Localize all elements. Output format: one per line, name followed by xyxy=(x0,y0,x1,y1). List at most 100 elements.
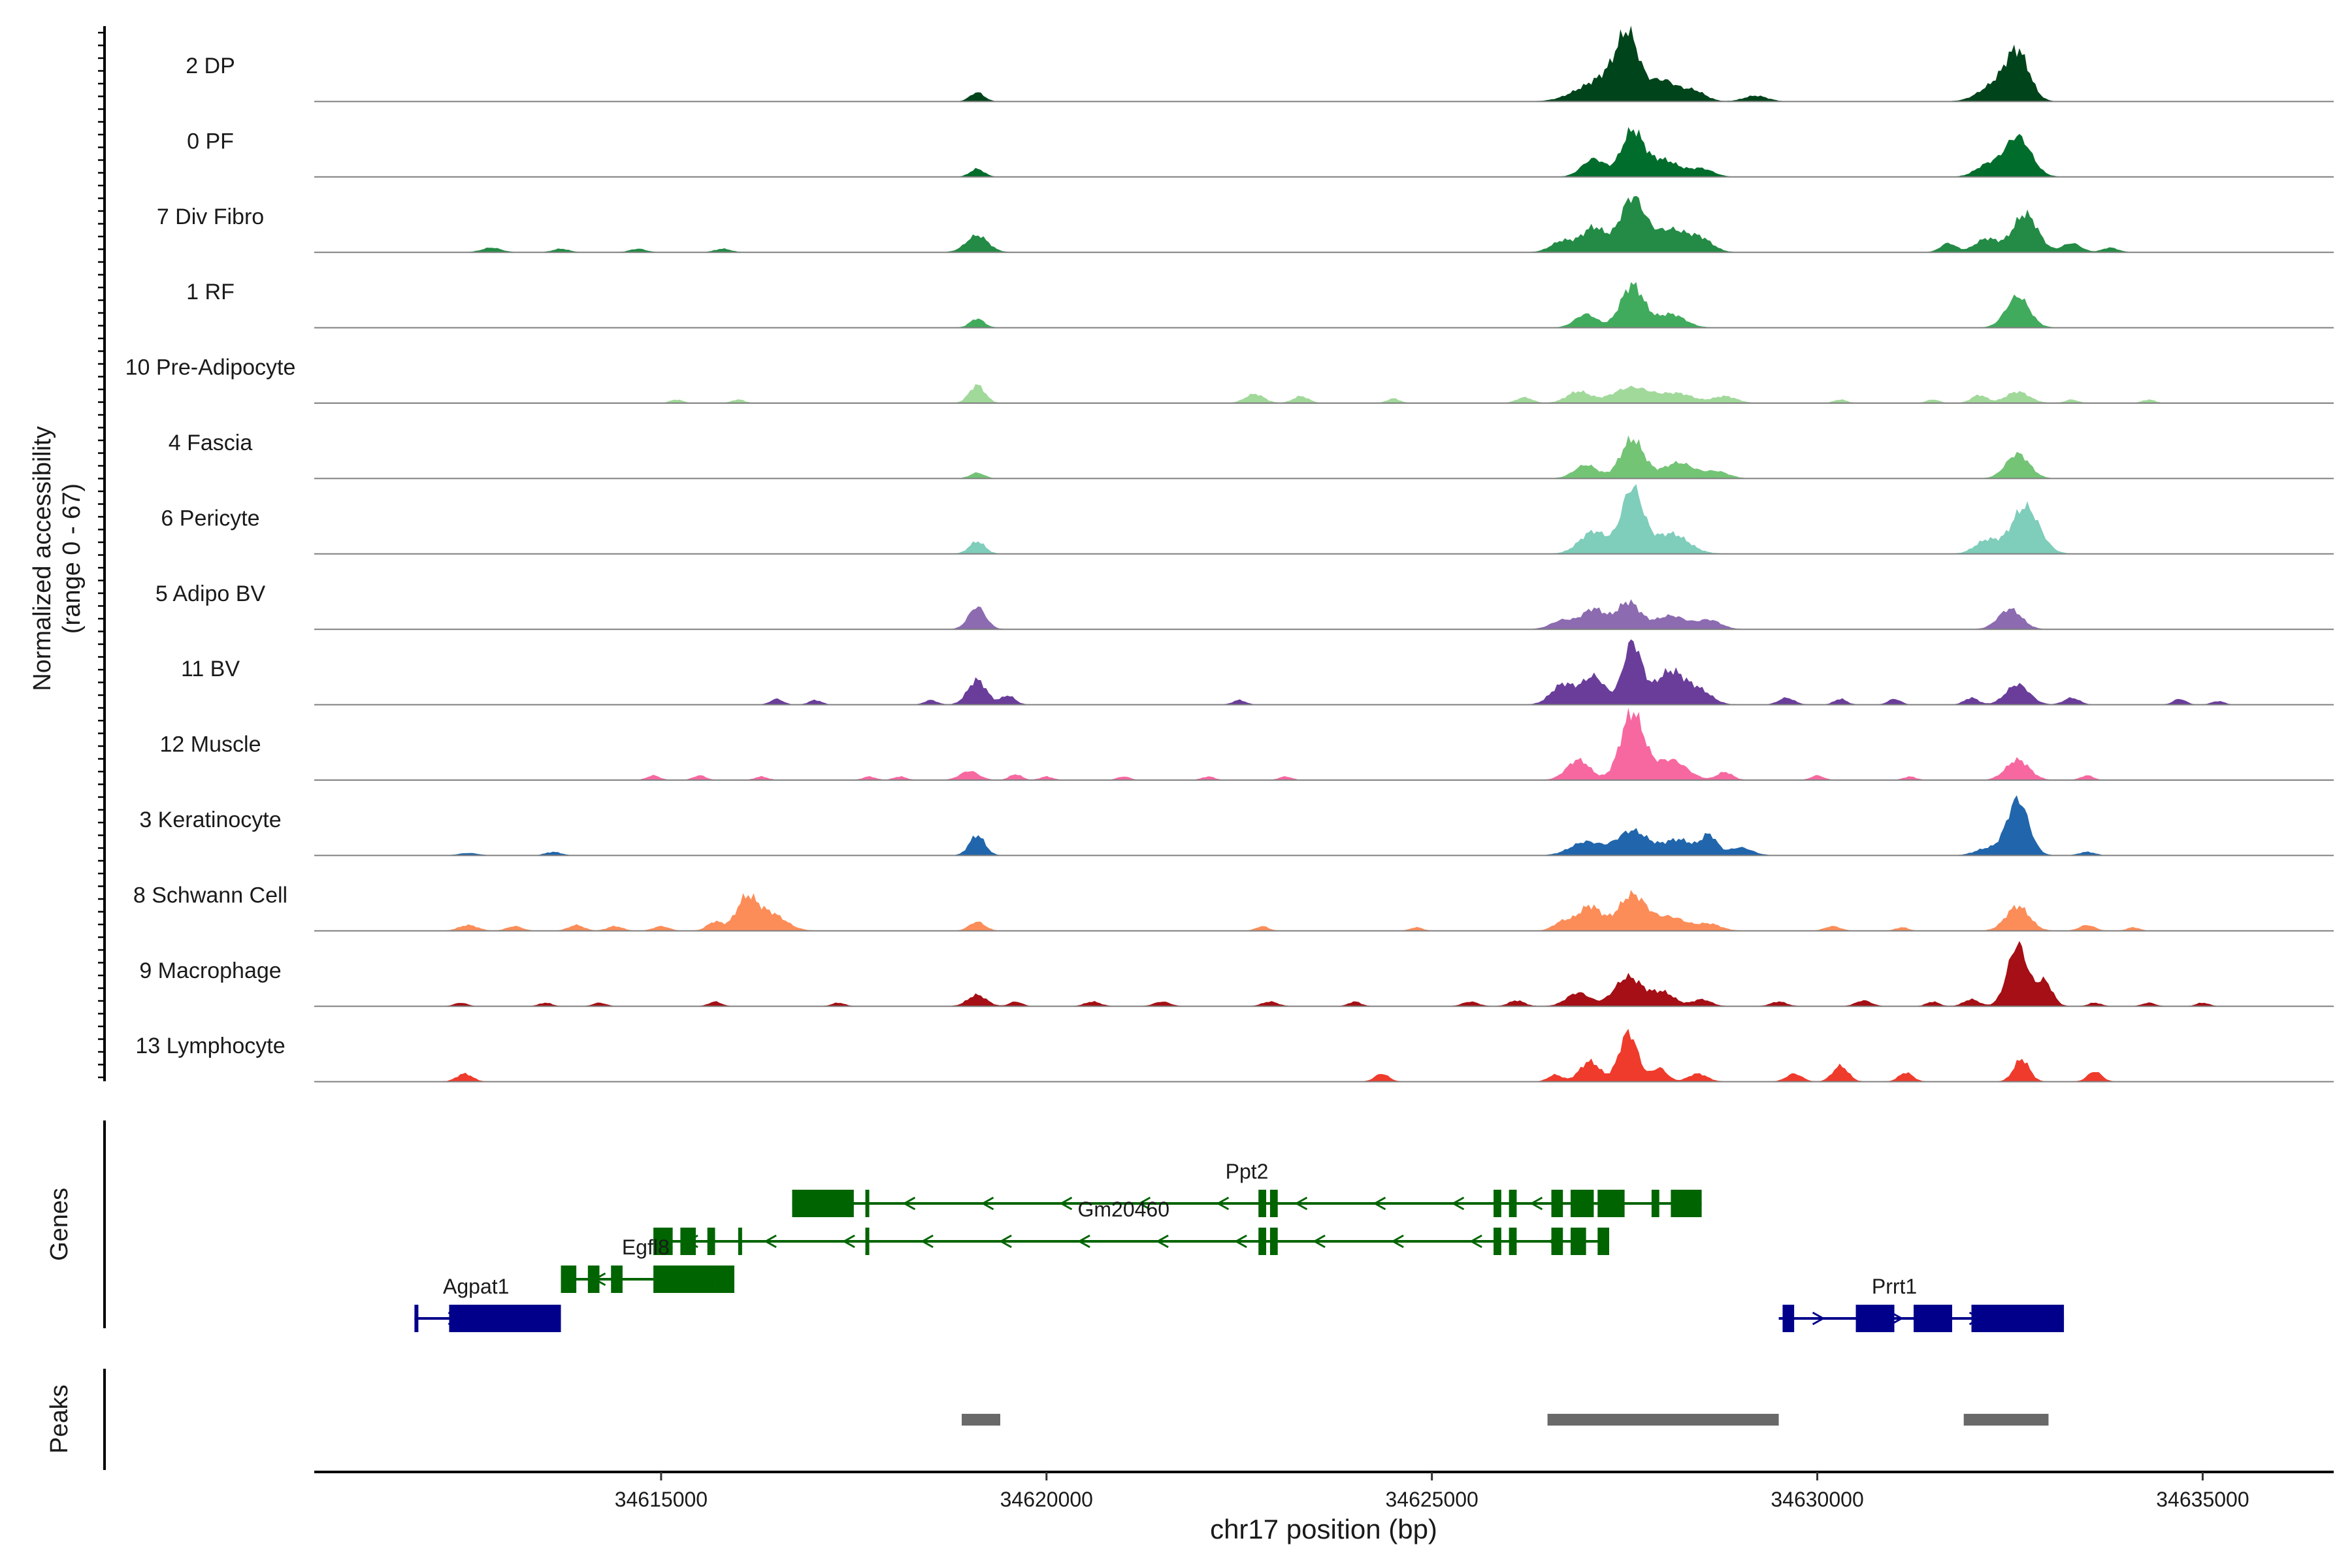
peaks-track-label: Peaks xyxy=(46,1384,73,1454)
exon xyxy=(1671,1190,1702,1217)
coverage-track: 9 Macrophage xyxy=(139,941,2334,1007)
track-label: 12 Muscle xyxy=(160,732,261,757)
coverage-area xyxy=(314,1028,2334,1082)
exon xyxy=(792,1190,854,1217)
x-tick-label: 34630000 xyxy=(1771,1488,1863,1511)
track-label: 13 Lymphocyte xyxy=(135,1034,285,1058)
exon xyxy=(680,1228,696,1255)
strand-arrow xyxy=(1216,1196,1230,1211)
coverage-track: 6 Pericyte xyxy=(161,484,2334,555)
exon xyxy=(1855,1305,1895,1332)
coverage-area xyxy=(314,195,2334,253)
coverage-track: 11 BV xyxy=(181,639,2334,706)
gene-label: Gm20460 xyxy=(1077,1198,1169,1221)
exon xyxy=(1571,1190,1594,1217)
y-axis-title: Normalized accessibility (range 0 - 67) xyxy=(29,426,86,691)
exon xyxy=(1269,1190,1278,1217)
coverage-area xyxy=(314,282,2334,328)
strand-arrow xyxy=(902,1196,916,1211)
gene-model: Ppt2 xyxy=(792,1160,1702,1217)
strand-arrow xyxy=(1156,1234,1169,1249)
track-label: 1 RF xyxy=(186,280,235,304)
exon xyxy=(414,1305,419,1332)
exon xyxy=(653,1228,673,1255)
peak-regions xyxy=(962,1414,2049,1426)
coverage-area xyxy=(314,890,2334,931)
exon xyxy=(1651,1190,1659,1217)
gene-model: Gm20460 xyxy=(653,1198,1610,1255)
strand-arrow xyxy=(1391,1234,1404,1249)
exon xyxy=(653,1266,715,1293)
coverage-track: 5 Adipo BV xyxy=(155,581,2334,630)
coverage-area xyxy=(314,599,2334,630)
exon xyxy=(707,1228,715,1255)
x-tick-label: 34620000 xyxy=(1000,1488,1093,1511)
exon xyxy=(715,1266,734,1293)
gene-models: Ppt2 Gm20460 Egfl8 Agpat1 Prrt1 xyxy=(414,1160,2065,1332)
coverage-track: 7 Div Fibro xyxy=(157,195,2334,253)
exon xyxy=(587,1266,600,1293)
coverage-track: 10 Pre-Adipocyte xyxy=(125,355,2334,404)
coverage-area xyxy=(314,708,2334,780)
y-axis-title-line2: (range 0 - 67) xyxy=(58,483,86,634)
gene-model: Prrt1 xyxy=(1778,1275,2065,1332)
coverage-track: 1 RF xyxy=(186,280,2334,329)
x-axis-ticks: 34615000 34620000 34625000 34630000 34635000 xyxy=(615,1472,2249,1511)
exon xyxy=(1269,1228,1278,1255)
genes-panel: Genes Ppt2 Gm20460 Egfl8 Agpat1 Prrt1 xyxy=(46,1120,2065,1332)
track-label: 8 Schwann Cell xyxy=(133,883,287,907)
strand-arrow xyxy=(999,1234,1012,1249)
strand-arrow xyxy=(1294,1196,1308,1211)
strand-arrow xyxy=(1077,1234,1090,1249)
y-axis-title-line1: Normalized accessibility xyxy=(29,426,56,691)
gene-model: Egfl8 xyxy=(561,1235,734,1293)
coverage-track: 13 Lymphocyte xyxy=(135,1028,2334,1083)
exon xyxy=(1258,1190,1267,1217)
strand-arrow xyxy=(1137,1196,1151,1211)
strand-arrow xyxy=(1469,1234,1482,1249)
track-label: 9 Macrophage xyxy=(139,958,281,983)
strand-arrow xyxy=(1812,1311,1825,1326)
exon xyxy=(561,1266,577,1293)
exon xyxy=(1509,1190,1517,1217)
track-label: 4 Fascia xyxy=(169,431,253,455)
strand-arrow xyxy=(1529,1196,1543,1211)
exon xyxy=(1597,1228,1610,1255)
track-label: 3 Keratinocyte xyxy=(139,808,281,832)
track-label: 11 BV xyxy=(181,657,240,681)
x-axis-title: chr17 position (bp) xyxy=(1210,1514,1437,1544)
gene-label: Ppt2 xyxy=(1226,1160,1269,1183)
strand-arrow xyxy=(1451,1196,1465,1211)
x-tick-label: 34625000 xyxy=(1385,1488,1478,1511)
strand-arrow xyxy=(764,1234,777,1249)
exon xyxy=(1258,1228,1267,1255)
strand-arrow xyxy=(1373,1196,1386,1211)
peak-region xyxy=(1547,1414,1779,1426)
exon xyxy=(611,1266,623,1293)
peaks-panel: Peaks xyxy=(46,1369,2049,1470)
exon xyxy=(1571,1228,1586,1255)
exon xyxy=(1494,1190,1501,1217)
coverage-area xyxy=(314,127,2334,177)
coverage-track: 3 Keratinocyte xyxy=(139,795,2334,857)
exon xyxy=(449,1305,561,1332)
genes-track-label: Genes xyxy=(46,1188,73,1261)
exon xyxy=(1971,1305,2065,1332)
coverage-left-axis xyxy=(98,26,106,1081)
coverage-track: 8 Schwann Cell xyxy=(133,883,2334,932)
x-tick-label: 34635000 xyxy=(2156,1488,2249,1511)
gene-model: Agpat1 xyxy=(414,1275,561,1332)
strand-arrow xyxy=(842,1234,855,1249)
gene-label: Egfl8 xyxy=(622,1235,670,1259)
strand-arrow xyxy=(1313,1234,1326,1249)
coverage-area xyxy=(314,941,2334,1007)
track-label: 6 Pericyte xyxy=(161,506,259,531)
strand-arrow xyxy=(1234,1234,1247,1249)
coverage-area xyxy=(314,25,2334,102)
coverage-area xyxy=(314,639,2334,705)
gene-label: Agpat1 xyxy=(443,1275,509,1298)
coverage-area xyxy=(314,435,2334,479)
exon xyxy=(865,1190,870,1217)
exon xyxy=(865,1228,870,1255)
